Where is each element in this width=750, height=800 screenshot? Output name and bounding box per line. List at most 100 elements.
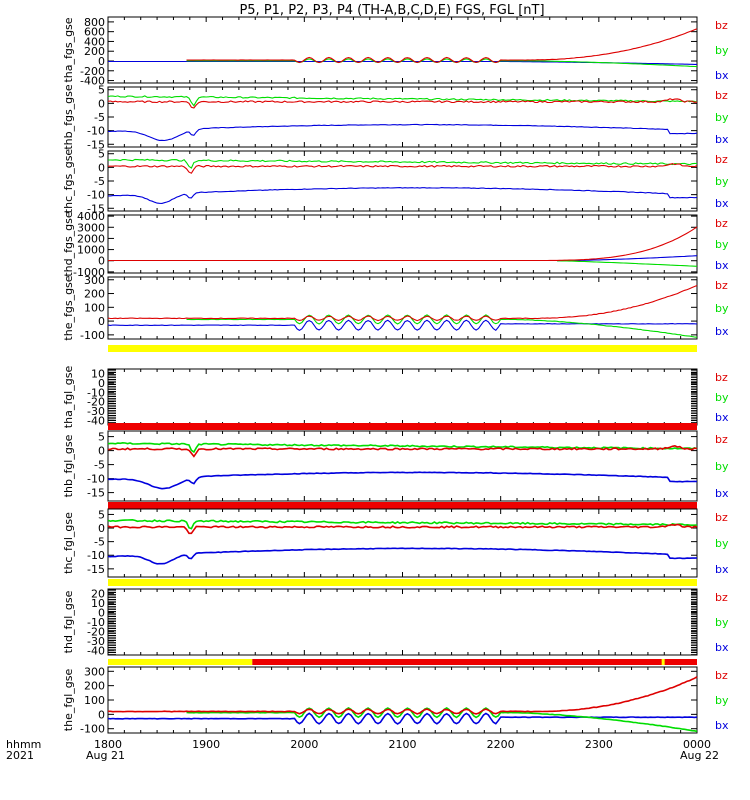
legend-bz: bz — [715, 371, 728, 384]
series-bz — [107, 98, 698, 109]
y-tick-label: 300 — [84, 274, 105, 287]
series-bz — [107, 284, 698, 322]
y-tick-label: 5 — [98, 84, 105, 97]
series-by — [186, 706, 698, 733]
x-tick-label: 2100 — [389, 738, 417, 751]
y-axis-label: thd_fgl_gse — [62, 590, 75, 653]
legend-bz: bz — [715, 669, 728, 682]
x-tick-label: 2000 — [290, 738, 318, 751]
y-tick-label: -10 — [87, 473, 105, 486]
series-by — [107, 441, 698, 454]
status-bar-yellow — [108, 659, 253, 665]
legend-by: by — [715, 537, 729, 550]
y-tick-label: -20 — [87, 625, 105, 638]
y-axis-label: tha_fgl_gse — [62, 366, 75, 429]
series-bz — [186, 28, 698, 64]
y-tick-label: 0 — [98, 255, 105, 268]
y-tick-label: 5 — [98, 431, 105, 444]
series-by — [186, 314, 698, 338]
panel-frame — [107, 430, 698, 502]
y-tick-label: 0 — [98, 315, 105, 328]
y-tick-label: -10 — [87, 549, 105, 562]
y-tick-label: 10 — [91, 368, 105, 381]
legend-bx: bx — [715, 259, 729, 272]
legend-by: by — [715, 175, 729, 188]
series-bz — [107, 523, 698, 535]
y-tick-label: -15 — [87, 487, 105, 500]
y-tick-label: 200 — [84, 45, 105, 58]
y-tick-label: 0 — [98, 161, 105, 174]
footer-date-start: Aug 21 — [86, 749, 125, 762]
y-tick-label: 100 — [84, 301, 105, 314]
panel-frame — [107, 666, 698, 734]
y-tick-label: 200 — [84, 288, 105, 301]
y-tick-label: 0 — [98, 522, 105, 535]
series-by — [557, 260, 698, 267]
series-bx — [107, 547, 698, 565]
x-axis: 1800 1900 2000 2100 2200 2300 0000 — [94, 738, 711, 751]
y-axis-label: thd_fgs_gse — [62, 211, 75, 277]
panel-frame — [107, 276, 698, 340]
y-tick-label: -1000 — [73, 266, 105, 279]
y-axis-label: thc_fgs_gse — [62, 149, 75, 214]
panel-frame — [107, 508, 698, 578]
y-axis-label: thb_fgl_gse — [62, 434, 75, 497]
y-tick-label: -10 — [87, 386, 105, 399]
y-tick-label: -10 — [87, 125, 105, 138]
y-tick-label: 0 — [98, 445, 105, 458]
legend-bx: bx — [715, 133, 729, 146]
y-tick-label: 0 — [98, 97, 105, 110]
legend-bz: bz — [715, 153, 728, 166]
y-tick-label: -5 — [94, 536, 105, 549]
series-by — [108, 158, 698, 169]
legend-bx: bx — [715, 563, 729, 576]
legend-bz: bz — [715, 89, 728, 102]
y-tick-label: -30 — [87, 405, 105, 418]
y-tick-label: 2000 — [77, 232, 105, 245]
legend-by: by — [715, 460, 729, 473]
x-tick-label: 0000 — [683, 738, 711, 751]
status-bar — [108, 345, 697, 352]
legend-bx: bx — [715, 641, 729, 654]
series-bx — [107, 123, 698, 142]
y-tick-label: 20 — [91, 588, 105, 601]
series-bz — [107, 444, 698, 458]
legend-bz: bz — [715, 217, 728, 230]
y-tick-label: 0 — [98, 377, 105, 390]
y-tick-label: 400 — [84, 35, 105, 48]
legend-by: by — [715, 616, 729, 629]
panel-frame — [107, 214, 698, 274]
legend-by: by — [715, 391, 729, 404]
legend-bx: bx — [715, 69, 729, 82]
y-axis-label: thc_fgl_gse — [62, 512, 75, 574]
legend-bx: bx — [715, 325, 729, 338]
y-axis-label: tha_fgs_gse — [62, 17, 75, 82]
y-tick-label: -10 — [87, 189, 105, 202]
y-tick-label: 100 — [84, 694, 105, 707]
y-tick-label: -30 — [87, 635, 105, 648]
status-bar-red — [252, 659, 697, 665]
panel-thb_fgl_gse: 50-5-10-15 thb_fgl_gse bz by bx — [62, 423, 729, 502]
chart-title: P5, P1, P2, P3, P4 (TH-A,B,C,D,E) FGS, F… — [239, 3, 544, 18]
y-tick-label: 10 — [91, 597, 105, 610]
y-tick-label: 800 — [84, 16, 105, 29]
y-tick-label: 0 — [98, 55, 105, 68]
legend-bx: bx — [715, 719, 729, 732]
series-bz — [108, 163, 698, 174]
y-tick-label: -5 — [94, 111, 105, 124]
y-tick-label: -20 — [87, 396, 105, 409]
y-tick-label: 0 — [98, 607, 105, 620]
y-tick-label: 300 — [84, 665, 105, 678]
series-bz — [108, 226, 698, 262]
footer-year: 2021 — [6, 749, 34, 762]
y-tick-label: 600 — [84, 26, 105, 39]
x-tick-label: 1900 — [192, 738, 220, 751]
legend-by: by — [715, 694, 729, 707]
footer-hhmm: hhmm — [6, 738, 41, 751]
y-tick-label: -15 — [87, 138, 105, 151]
y-axis-label: the_fgs_gse — [62, 275, 75, 340]
